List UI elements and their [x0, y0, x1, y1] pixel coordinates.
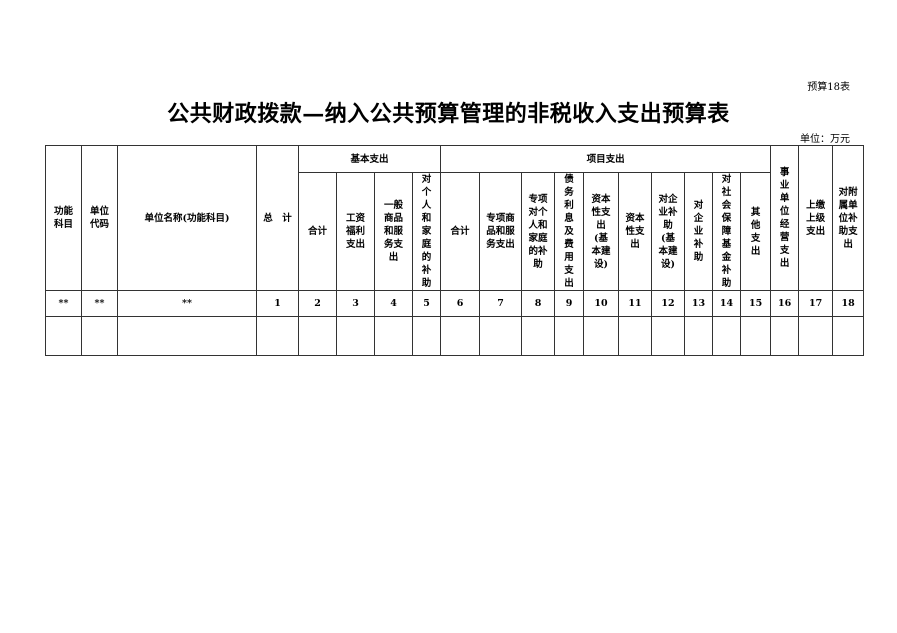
index-cell: 3 [336, 290, 375, 317]
data-cell [479, 316, 523, 356]
index-cell: 17 [798, 290, 834, 317]
index-cell: 11 [618, 290, 653, 317]
data-cell [684, 316, 714, 356]
data-cell [832, 316, 865, 356]
index-cell: 15 [740, 290, 772, 317]
header-project-col: 合计 [440, 172, 481, 291]
header-code: 单位 代码 [81, 145, 118, 291]
data-cell [411, 316, 442, 356]
header-basic-group: 基本支出 [297, 145, 442, 173]
index-cell: 5 [411, 290, 442, 317]
header-project-col: 专项 对个 人和 家庭 的补 助 [521, 172, 556, 291]
header-basic-col: 合计 [298, 172, 337, 291]
index-cell: ** [45, 290, 82, 317]
header-function: 功能 科目 [45, 145, 82, 291]
data-cell [583, 316, 620, 356]
header-basic-col: 一般 商品 和服 务支 出 [374, 172, 413, 291]
data-cell [81, 316, 118, 356]
form-number: 预算18表 [807, 82, 850, 93]
header-project-col: 专项商 品和服 务支出 [479, 172, 523, 291]
data-cell [554, 316, 585, 356]
budget-table: 功能 科目 单位 代码 单位名称(功能科目) 总 计 基本支出 项目支出 事 业… [45, 145, 865, 356]
header-subsidy: 对附 属单 位补 助支 出 [832, 145, 865, 291]
unit-label: 单位：万元 [800, 134, 850, 145]
data-cell [740, 316, 772, 356]
data-cell [651, 316, 686, 356]
data-cell [374, 316, 413, 356]
data-cell [712, 316, 742, 356]
header-total: 总 计 [256, 145, 299, 291]
index-cell: 12 [651, 290, 686, 317]
header-project-col: 资本 性支 出 (基 本建 设) [583, 172, 620, 291]
header-name: 单位名称(功能科目) [117, 145, 257, 291]
data-cell [45, 316, 82, 356]
data-cell [618, 316, 653, 356]
page-title: 公共财政拨款—纳入公共预算管理的非税收入支出预算表 [167, 101, 730, 127]
header-enterprise: 事 业 单 位 经 营 支 出 [770, 145, 800, 291]
data-cell [770, 316, 800, 356]
header-project-col: 其 他 支 出 [740, 172, 772, 291]
index-cell: ** [117, 290, 257, 317]
index-cell: 6 [440, 290, 481, 317]
index-cell: 1 [256, 290, 299, 317]
data-cell [440, 316, 481, 356]
header-project-col: 资本 性支 出 [618, 172, 653, 291]
header-project-col: 对 社 会 保 障 基 金 补 助 [712, 172, 742, 291]
data-cell [798, 316, 834, 356]
index-cell: 9 [554, 290, 585, 317]
data-cell [521, 316, 556, 356]
index-cell: ** [81, 290, 118, 317]
index-cell: 18 [832, 290, 865, 317]
header-basic-col: 对 个 人 和 家 庭 的 补 助 [411, 172, 442, 291]
index-cell: 7 [479, 290, 523, 317]
header-project-group: 项目支出 [440, 145, 772, 173]
index-cell: 2 [298, 290, 337, 317]
data-cell [117, 316, 257, 356]
index-cell: 14 [712, 290, 742, 317]
data-cell [336, 316, 375, 356]
header-basic-col: 工资 福利 支出 [336, 172, 375, 291]
index-cell: 13 [684, 290, 714, 317]
index-cell: 8 [521, 290, 556, 317]
index-cell: 16 [770, 290, 800, 317]
index-cell: 4 [374, 290, 413, 317]
header-project-col: 对 企 业 补 助 [684, 172, 714, 291]
data-cell [298, 316, 337, 356]
header-upper: 上缴 上级 支出 [798, 145, 834, 291]
data-cell [256, 316, 299, 356]
header-project-col: 对企 业补 助 (基 本建 设) [651, 172, 686, 291]
index-cell: 10 [583, 290, 620, 317]
header-project-col: 债 务 利 息 及 费 用 支 出 [554, 172, 585, 291]
